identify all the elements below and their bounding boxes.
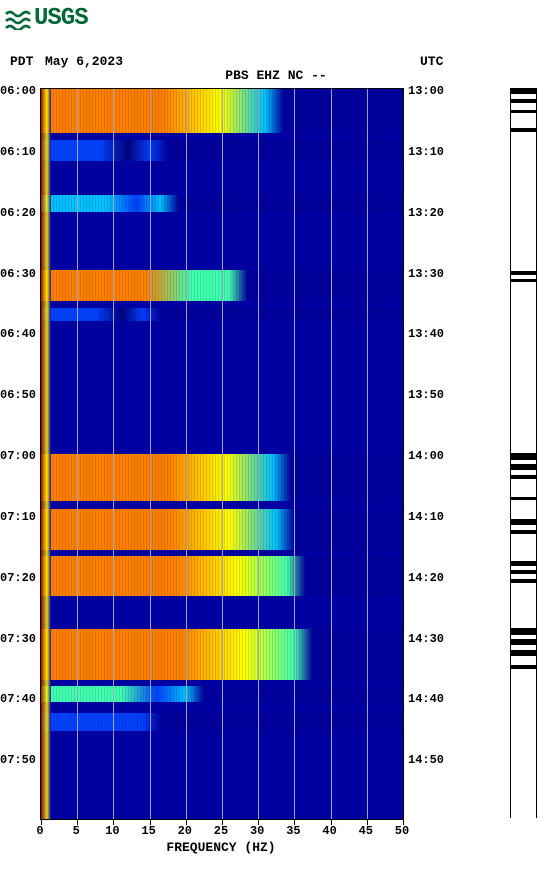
station-id: PBS EHZ NC -- — [0, 68, 552, 83]
right-time-label: 13:20 — [408, 206, 444, 220]
amplitude-mark — [511, 628, 536, 635]
x-tick-label: 50 — [395, 824, 409, 838]
left-time-label: 07:10 — [0, 510, 36, 524]
right-time-label: 14:40 — [408, 692, 444, 706]
amplitude-mark — [511, 639, 536, 645]
utc-label: UTC — [420, 54, 443, 69]
amplitude-mark — [511, 570, 536, 574]
right-time-label: 13:00 — [408, 84, 444, 98]
spectrogram-plot — [40, 88, 404, 820]
left-time-label: 06:10 — [0, 145, 36, 159]
x-tick-label: 0 — [36, 824, 43, 838]
pdt-label: PDT — [10, 54, 33, 69]
gridline — [294, 89, 295, 819]
left-time-label: 06:50 — [0, 388, 36, 402]
left-time-label: 07:30 — [0, 632, 36, 646]
left-time-label: 06:30 — [0, 267, 36, 281]
wave-icon — [5, 8, 31, 30]
right-time-label: 14:00 — [408, 449, 444, 463]
amplitude-mark — [511, 453, 536, 460]
right-time-label: 14:50 — [408, 753, 444, 767]
x-tick-label: 25 — [214, 824, 228, 838]
logo-text: USGS — [34, 5, 88, 32]
x-tick-label: 45 — [359, 824, 373, 838]
gridline — [222, 89, 223, 819]
x-tick-label: 35 — [286, 824, 300, 838]
right-time-label: 13:30 — [408, 267, 444, 281]
x-tick-label: 30 — [250, 824, 264, 838]
amplitude-mark — [511, 279, 536, 282]
gridline — [77, 89, 78, 819]
x-tick-label: 40 — [322, 824, 336, 838]
gridline — [331, 89, 332, 819]
amplitude-mark — [511, 464, 536, 470]
right-time-label: 13:40 — [408, 327, 444, 341]
gridline — [367, 89, 368, 819]
amplitude-mark — [511, 650, 536, 656]
date-label: May 6,2023 — [45, 54, 123, 69]
amplitude-mark — [511, 665, 536, 669]
right-time-label: 14:20 — [408, 571, 444, 585]
amplitude-mark — [511, 561, 536, 566]
amplitude-mark — [511, 99, 536, 103]
right-time-label: 14:10 — [408, 510, 444, 524]
x-tick-label: 5 — [73, 824, 80, 838]
low-freq-stripe — [41, 89, 51, 819]
right-time-label: 13:10 — [408, 145, 444, 159]
amplitude-sidebar — [510, 88, 537, 818]
amplitude-mark — [511, 88, 536, 94]
x-tick-label: 15 — [141, 824, 155, 838]
amplitude-mark — [511, 110, 536, 113]
left-time-label: 07:50 — [0, 753, 36, 767]
x-axis-title: FREQUENCY (HZ) — [40, 840, 402, 855]
left-time-label: 06:40 — [0, 327, 36, 341]
usgs-logo: USGS — [5, 5, 88, 32]
amplitude-mark — [511, 579, 536, 583]
chart-container: USGS PBS EHZ NC -- (Blue Stone Ridge ) P… — [0, 0, 552, 892]
gridline — [258, 89, 259, 819]
x-tick-label: 20 — [178, 824, 192, 838]
right-time-label: 13:50 — [408, 388, 444, 402]
left-time-label: 07:40 — [0, 692, 36, 706]
left-time-label: 06:00 — [0, 84, 36, 98]
amplitude-mark — [511, 530, 536, 534]
gridline — [186, 89, 187, 819]
amplitude-mark — [511, 475, 536, 479]
amplitude-mark — [511, 497, 536, 501]
x-tick-label: 10 — [105, 824, 119, 838]
left-time-label: 06:20 — [0, 206, 36, 220]
amplitude-mark — [511, 128, 536, 132]
amplitude-mark — [511, 271, 536, 275]
left-time-label: 07:00 — [0, 449, 36, 463]
amplitude-mark — [511, 519, 536, 525]
right-time-label: 14:30 — [408, 632, 444, 646]
gridline — [150, 89, 151, 819]
gridline — [113, 89, 114, 819]
left-time-label: 07:20 — [0, 571, 36, 585]
